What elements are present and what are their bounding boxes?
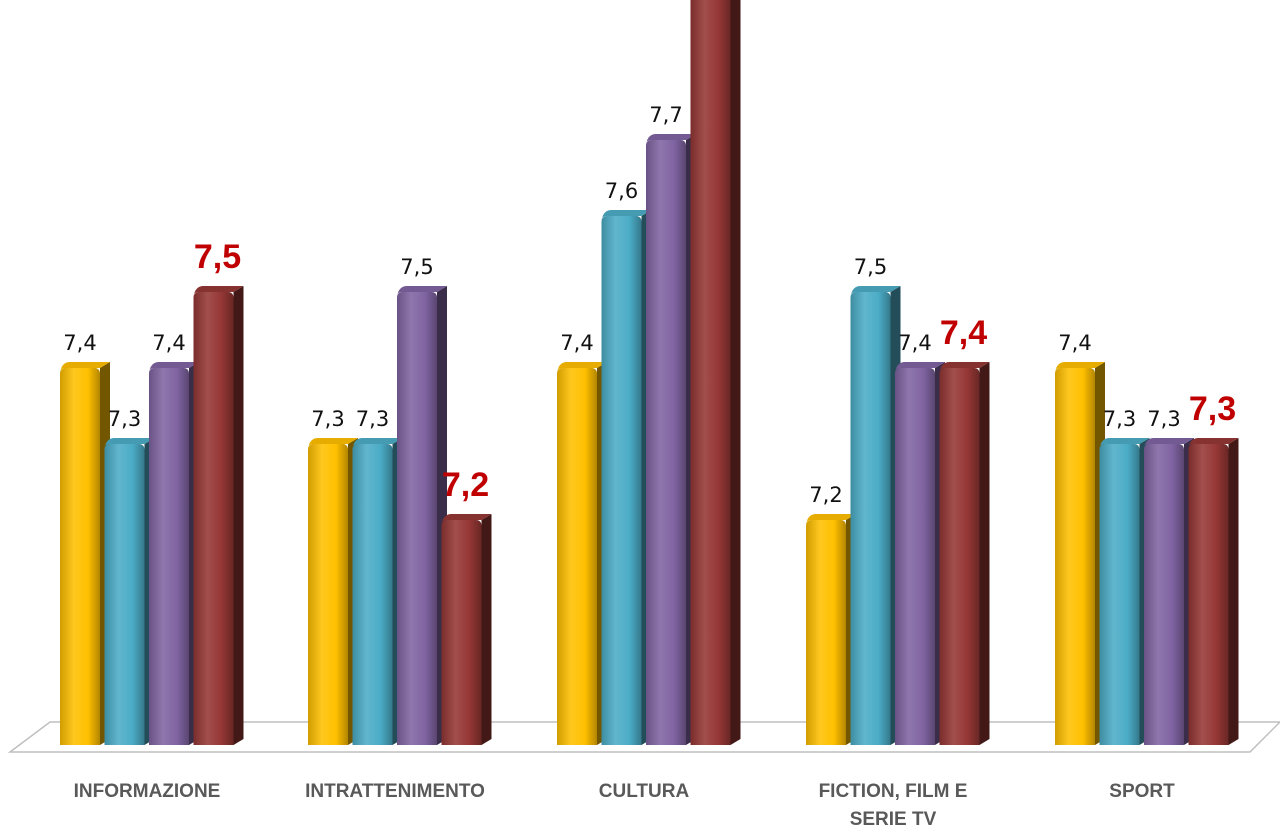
- category-label: INFORMAZIONE: [74, 781, 221, 802]
- bar: [397, 286, 447, 745]
- bar: [352, 438, 403, 745]
- category-label: INTRATTENIMENTO: [305, 781, 485, 802]
- bar: [60, 362, 110, 745]
- bar: [1099, 438, 1150, 745]
- highlight-value-label: 7,5: [194, 238, 241, 276]
- bar: [557, 362, 607, 745]
- category-label: CULTURA: [599, 781, 690, 802]
- value-label: 7,5: [854, 255, 887, 279]
- bar: [149, 362, 199, 745]
- bar: [104, 438, 155, 745]
- value-label: 7,4: [63, 331, 96, 355]
- bar: [1144, 438, 1194, 745]
- value-label: 7,5: [400, 255, 433, 279]
- bar: [193, 286, 244, 745]
- value-label: 7,4: [1058, 331, 1091, 355]
- bar: [1055, 362, 1105, 745]
- value-label: 7,3: [1147, 407, 1180, 431]
- value-label: 7,4: [898, 331, 931, 355]
- bar: [441, 514, 492, 745]
- value-label: 7,2: [809, 483, 842, 507]
- bar: [1188, 438, 1239, 745]
- highlight-value-label: 7,3: [1189, 390, 1236, 428]
- bars-group: [60, 0, 1239, 745]
- category-label: SPORT: [1109, 781, 1175, 802]
- value-label: 7,7: [649, 103, 682, 127]
- highlight-value-label: 7,4: [940, 314, 987, 352]
- category-labels-group: INFORMAZIONE INTRATTENIMENTO CULTURA FICTIO…: [74, 781, 1175, 830]
- bar: [806, 514, 856, 745]
- data-labels-group: 7,47,37,47,57,37,37,57,27,47,67,77,97,27…: [63, 103, 1236, 507]
- highlight-value-label: 7,2: [442, 466, 489, 504]
- value-label: 7,4: [152, 331, 185, 355]
- bar: [895, 362, 945, 745]
- value-label: 7,3: [311, 407, 344, 431]
- bar: [850, 286, 901, 745]
- value-label: 7,3: [108, 407, 141, 431]
- bar: [690, 0, 741, 745]
- bar: [601, 210, 652, 745]
- bar: [308, 438, 358, 745]
- category-label: FICTION, FILM E SERIE TV: [819, 781, 968, 830]
- value-label: 7,6: [605, 179, 638, 203]
- bar: [646, 134, 696, 745]
- value-label: 7,3: [356, 407, 389, 431]
- bar: [939, 362, 990, 745]
- value-label: 7,3: [1103, 407, 1136, 431]
- value-label: 7,4: [560, 331, 593, 355]
